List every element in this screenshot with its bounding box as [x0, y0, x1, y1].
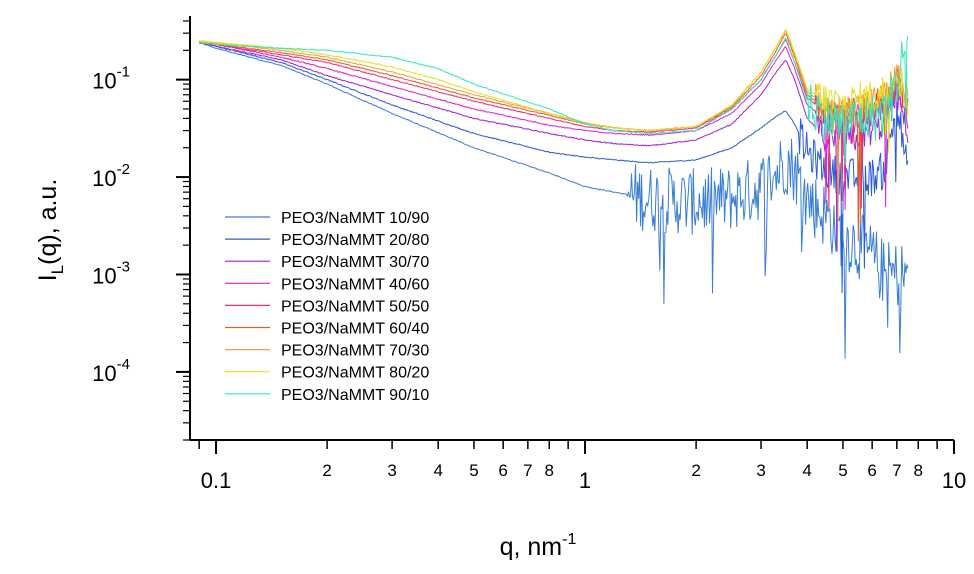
legend-label: PEO3/NaMMT 20/80 [281, 232, 429, 249]
legend-label: PEO3/NaMMT 60/40 [281, 321, 429, 338]
x-minor-tick-label: 3 [756, 461, 765, 480]
x-minor-tick-label: 8 [914, 461, 923, 480]
legend: PEO3/NaMMT 10/90 PEO3/NaMMT 20/80 PEO3/NaM… [225, 210, 429, 404]
series-line [198, 41, 909, 359]
x-minor-tick-label: 4 [802, 461, 811, 480]
legend-label: PEO3/NaMMT 70/30 [281, 343, 429, 360]
x-tick-label: 1 [579, 468, 591, 493]
series-line [199, 28, 909, 154]
x-minor-tick-label: 7 [523, 461, 532, 480]
x-minor-tick-label: 5 [838, 461, 847, 480]
series-layer [198, 28, 909, 359]
x-minor-tick-label: 2 [322, 461, 331, 480]
series-line [199, 36, 909, 166]
series-line [199, 41, 909, 210]
x-minor-tick-label: 5 [469, 461, 478, 480]
series-line [199, 42, 909, 252]
y-tick-label: 10-2 [92, 161, 130, 191]
series-line [199, 33, 909, 242]
y-tick-label: 10-3 [92, 258, 130, 288]
x-tick-label: 0.1 [201, 468, 232, 493]
x-minor-tick-label: 7 [892, 461, 901, 480]
legend-label: PEO3/NaMMT 50/50 [281, 298, 429, 315]
legend-label: PEO3/NaMMT 80/20 [281, 365, 429, 382]
y-tick-label: 10-1 [92, 64, 130, 94]
legend-label: PEO3/NaMMT 40/60 [281, 276, 429, 293]
legend-label: PEO3/NaMMT 90/10 [281, 387, 429, 404]
x-minor-tick-label: 4 [433, 461, 442, 480]
x-tick-label: 10 [942, 468, 966, 493]
y-tick-label: 10-4 [92, 356, 130, 386]
x-minor-tick-label: 6 [498, 461, 507, 480]
legend-label: PEO3/NaMMT 10/90 [281, 210, 429, 227]
x-minor-tick-label: 6 [867, 461, 876, 480]
x-axis-title: q, nm-1 [500, 531, 577, 561]
x-minor-tick-label: 8 [545, 461, 554, 480]
y-axis-title: IL(q), a.u. [34, 179, 67, 282]
series-line [198, 41, 909, 294]
legend-label: PEO3/NaMMT 30/70 [281, 254, 429, 271]
ticks-layer: 0.1 1 102 3 4 5 6 7 8 2 3 4 5 6 7 810-110-210-310-4 [92, 20, 966, 493]
x-minor-tick-label: 2 [691, 461, 700, 480]
x-minor-tick-label: 3 [387, 461, 396, 480]
